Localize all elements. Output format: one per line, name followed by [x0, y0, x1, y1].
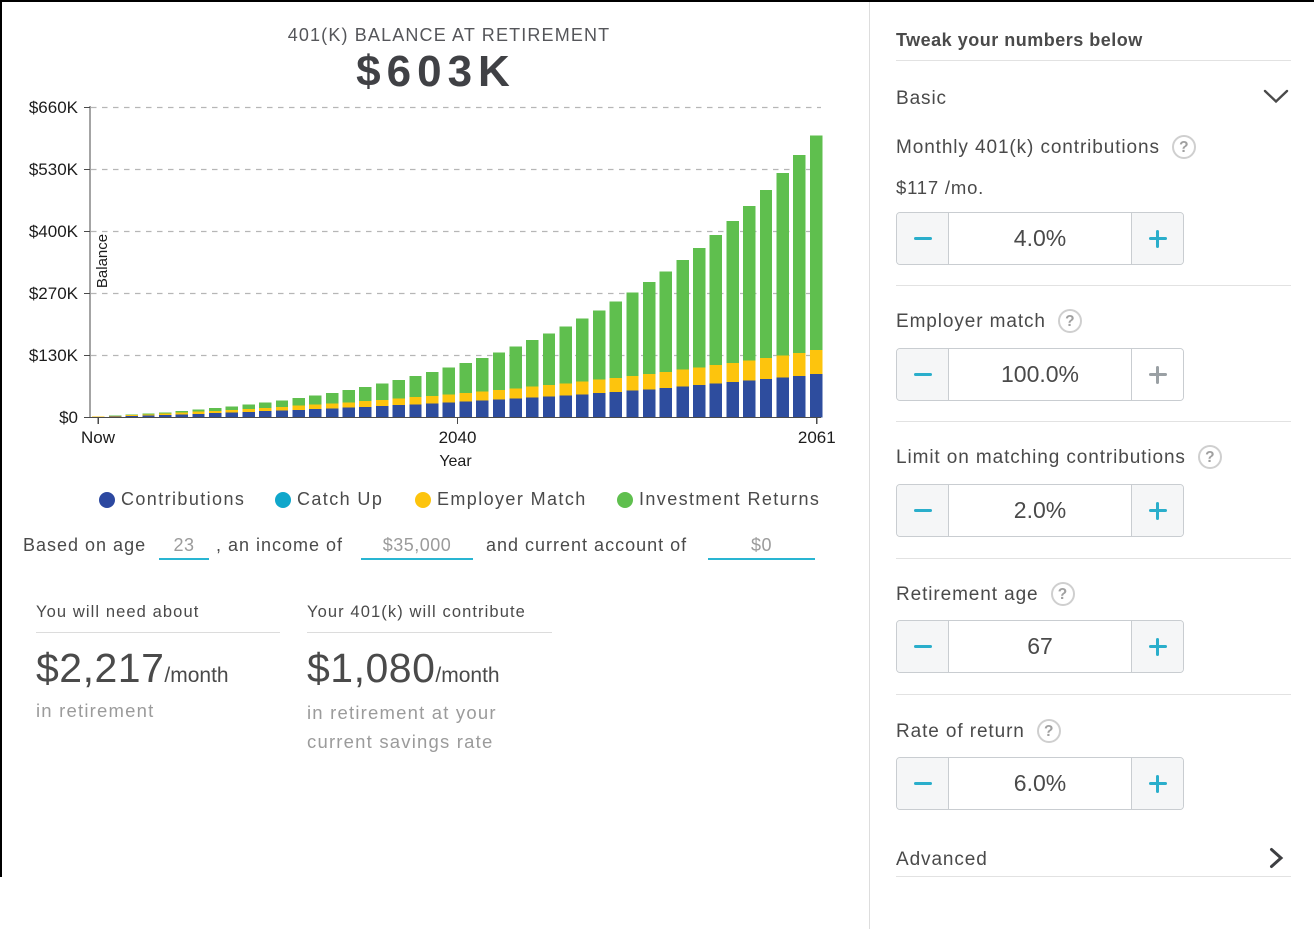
svg-text:$0: $0	[59, 408, 78, 427]
svg-text:$270K: $270K	[29, 284, 79, 303]
svg-text:$530K: $530K	[29, 160, 79, 179]
svg-text:Now: Now	[81, 428, 116, 447]
svg-text:$660K: $660K	[29, 98, 79, 117]
svg-text:$130K: $130K	[29, 346, 79, 365]
svg-text:2040: 2040	[439, 428, 477, 447]
svg-text:Year: Year	[439, 453, 472, 470]
svg-text:2061: 2061	[798, 428, 836, 447]
svg-text:Balance: Balance	[94, 234, 111, 288]
svg-text:$400K: $400K	[29, 222, 79, 241]
